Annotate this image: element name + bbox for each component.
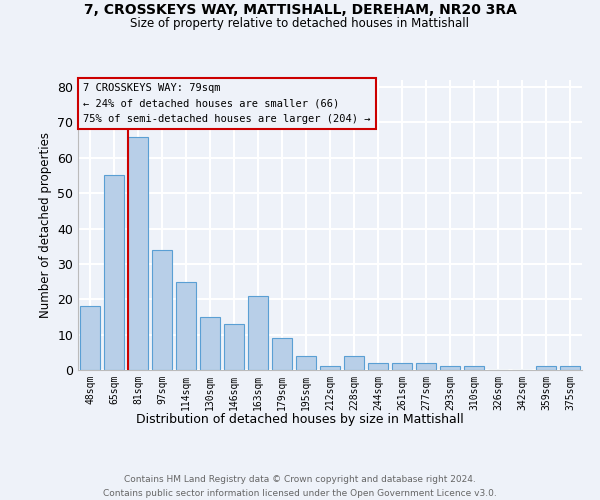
Bar xyxy=(392,363,412,370)
Bar xyxy=(80,306,100,370)
Text: Contains HM Land Registry data © Crown copyright and database right 2024.
Contai: Contains HM Land Registry data © Crown c… xyxy=(103,476,497,498)
Text: Size of property relative to detached houses in Mattishall: Size of property relative to detached ho… xyxy=(131,18,470,30)
Bar xyxy=(320,366,340,370)
Bar xyxy=(368,363,388,370)
Bar xyxy=(200,317,220,370)
Text: 7, CROSSKEYS WAY, MATTISHALL, DEREHAM, NR20 3RA: 7, CROSSKEYS WAY, MATTISHALL, DEREHAM, N… xyxy=(83,2,517,16)
Bar xyxy=(104,176,124,370)
Y-axis label: Number of detached properties: Number of detached properties xyxy=(38,132,52,318)
Bar xyxy=(536,366,556,370)
Bar xyxy=(560,366,580,370)
Bar xyxy=(128,136,148,370)
Bar xyxy=(416,363,436,370)
Bar xyxy=(152,250,172,370)
Bar xyxy=(248,296,268,370)
Bar xyxy=(464,366,484,370)
Bar xyxy=(440,366,460,370)
Bar xyxy=(224,324,244,370)
Text: Distribution of detached houses by size in Mattishall: Distribution of detached houses by size … xyxy=(136,412,464,426)
Bar xyxy=(344,356,364,370)
Bar xyxy=(176,282,196,370)
Bar xyxy=(272,338,292,370)
Bar xyxy=(296,356,316,370)
Text: 7 CROSSKEYS WAY: 79sqm
← 24% of detached houses are smaller (66)
75% of semi-det: 7 CROSSKEYS WAY: 79sqm ← 24% of detached… xyxy=(83,83,371,124)
